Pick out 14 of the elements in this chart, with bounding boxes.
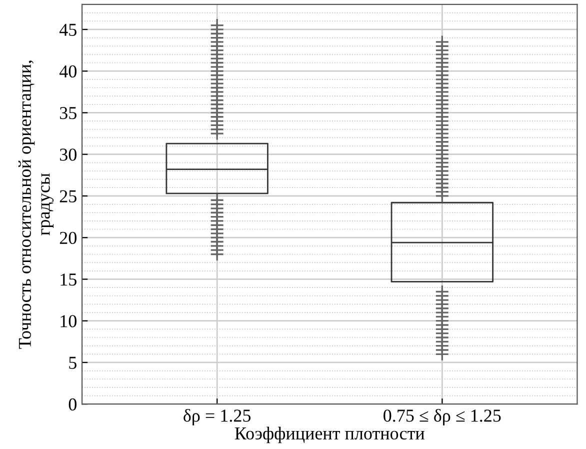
x-axis-title: Коэффициент плотности	[234, 426, 424, 444]
y-tick-label: 10	[60, 315, 76, 328]
y-tick-label: 15	[60, 274, 76, 286]
y-tick-label: 0	[68, 398, 76, 411]
x-tick-label: δρ = 1.25	[184, 408, 251, 426]
y-tick-label: 40	[59, 65, 76, 78]
y-tick-label: 45	[59, 24, 76, 36]
y-axis-title: Точность относительной ориентации, градусы	[18, 60, 54, 349]
y-tick-label: 20	[60, 232, 76, 244]
y-tick-label: 5	[69, 356, 76, 369]
x-tick-label: 0.75 ≤ δρ ≤ 1.25	[384, 408, 501, 426]
y-tick-label: 25	[60, 190, 76, 202]
y-tick-label: 30	[60, 148, 76, 161]
y-tick-label: 35	[60, 107, 76, 120]
